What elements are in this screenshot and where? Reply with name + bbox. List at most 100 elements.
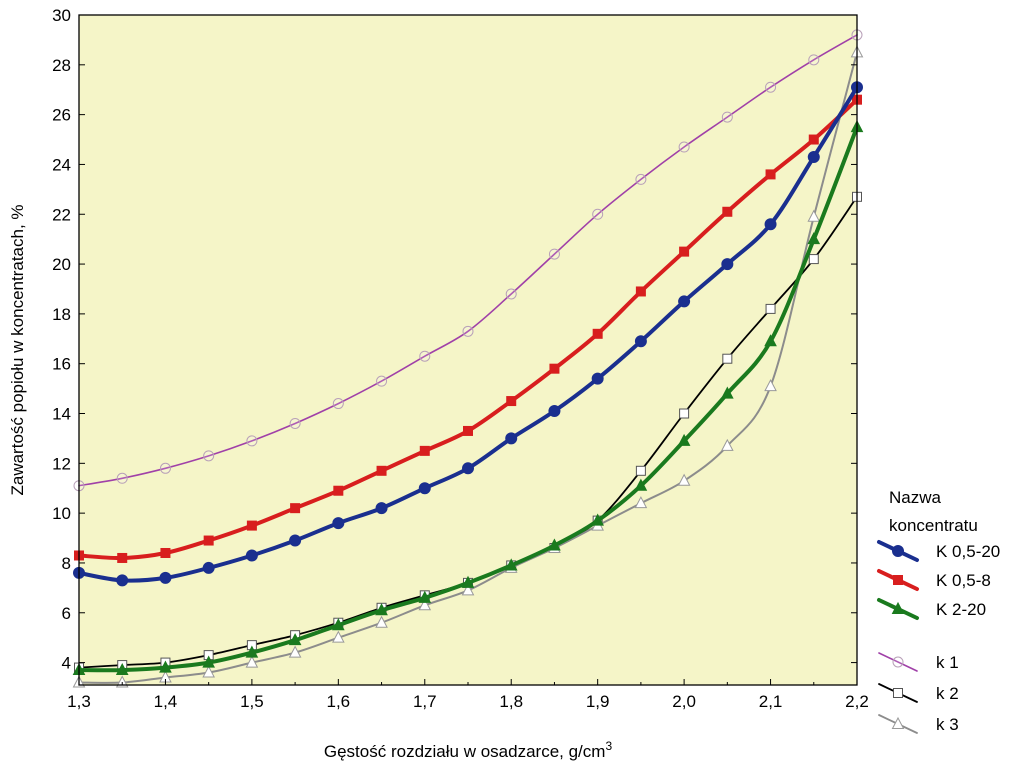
data-point (549, 363, 560, 374)
data-point (332, 517, 345, 530)
data-point (116, 574, 129, 587)
data-point (418, 590, 432, 603)
data-point (679, 408, 690, 419)
data-point (246, 520, 257, 531)
data-point (202, 665, 215, 678)
data-point (419, 350, 431, 362)
y-tick-label: 26 (52, 106, 71, 125)
legend-label: k 2 (936, 684, 959, 703)
data-point (635, 465, 646, 476)
x-tick-label: 2,2 (845, 692, 869, 711)
data-point (159, 660, 172, 673)
data-point (288, 645, 302, 658)
data-point (591, 513, 604, 526)
data-point (505, 432, 518, 445)
data-point (634, 496, 648, 509)
data-point (678, 141, 690, 153)
data-point (721, 258, 734, 271)
data-point (332, 618, 345, 631)
x-tick-label: 1,9 (586, 692, 610, 711)
legend-label: K 0,5-20 (936, 542, 1000, 561)
data-point (808, 254, 819, 265)
legend-entries: K 0,5-20 K 0,5-8 K 2-20 k 1 k 2 k 3 (877, 540, 1000, 734)
data-point (548, 538, 561, 551)
data-point (506, 396, 517, 407)
data-point (333, 485, 344, 496)
data-point (635, 286, 646, 297)
legend-label: k 1 (936, 653, 959, 672)
data-point (332, 630, 345, 643)
data-point (203, 535, 214, 546)
data-point (245, 645, 259, 658)
data-point (462, 462, 474, 475)
series-1 (73, 81, 863, 587)
legend-title-line1: Nazwa (889, 488, 942, 507)
data-point (418, 482, 431, 495)
data-point (592, 208, 604, 220)
x-axis-title: Gęstość rozdziału w osadzarce, g/cm3 (324, 739, 613, 761)
data-point (245, 549, 258, 562)
data-point (807, 150, 820, 163)
data-point (808, 54, 820, 66)
data-point (764, 379, 777, 392)
data-point (505, 288, 517, 300)
y-tick-label: 16 (52, 355, 71, 374)
data-point (462, 325, 474, 337)
data-point (765, 169, 776, 180)
x-axis: 1,3 1,4 1,5 1,6 1,7 1,8 1,9 2,0 2,1 2,2 (67, 679, 869, 711)
x-tick-label: 2,1 (759, 692, 783, 711)
data-point (290, 503, 301, 514)
y-tick-label: 10 (52, 504, 71, 523)
legend-marker (892, 545, 904, 557)
data-point (375, 603, 388, 616)
y-axis-title: Zawartość popiołu w koncentratach, % (8, 204, 27, 495)
y-tick-label: 20 (52, 255, 71, 274)
x-tick-label: 1,3 (67, 692, 91, 711)
data-point (419, 445, 430, 456)
data-point (679, 246, 690, 257)
data-point (764, 334, 777, 347)
y-tick-label: 28 (52, 56, 71, 75)
series-3 (72, 120, 864, 676)
legend-entry: K 0,5-8 (877, 569, 991, 591)
data-point (765, 81, 777, 93)
x-axis-title-sup: 3 (605, 739, 612, 753)
data-point (677, 433, 691, 446)
y-tick-label: 8 (62, 554, 71, 573)
data-point (721, 386, 734, 399)
data-point (592, 328, 603, 339)
data-point (634, 478, 648, 491)
legend-entry: k 1 (878, 652, 959, 672)
x-axis-title-main: Gęstość rozdziału w osadzarce, g/cm (324, 742, 606, 761)
legend-marker (891, 716, 905, 729)
data-point (548, 405, 561, 418)
data-point (548, 248, 560, 260)
data-point (807, 209, 821, 222)
x-tick-label: 1,5 (240, 692, 264, 711)
data-point (289, 417, 301, 429)
data-point (461, 575, 475, 588)
legend-marker (892, 656, 904, 668)
data-point (807, 232, 821, 245)
data-point (376, 375, 388, 387)
y-tick-label: 4 (62, 654, 71, 673)
legend-entry: K 2-20 (877, 598, 986, 620)
data-point (245, 655, 259, 668)
data-point (678, 295, 691, 308)
data-point (117, 552, 128, 563)
data-point (463, 425, 473, 436)
data-point (375, 502, 388, 515)
data-point (202, 561, 215, 574)
data-point (591, 372, 604, 385)
data-point (202, 655, 215, 668)
legend-label: K 2-20 (936, 600, 986, 619)
data-point (721, 111, 733, 123)
data-point (677, 473, 691, 486)
data-point (288, 633, 302, 646)
data-point (289, 534, 302, 547)
data-point (160, 547, 171, 558)
legend-entry: k 3 (878, 714, 959, 734)
x-tick-label: 1,8 (499, 692, 523, 711)
y-tick-label: 30 (52, 6, 71, 25)
data-point (634, 335, 647, 348)
